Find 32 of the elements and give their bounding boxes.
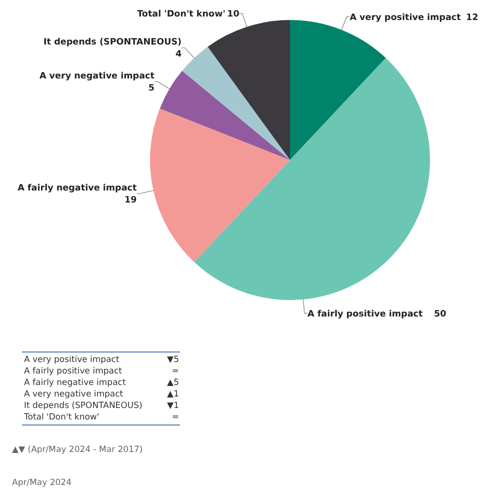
slice-label: A fairly positive impact bbox=[307, 309, 423, 320]
pie-slice bbox=[208, 20, 290, 160]
category-label: A very negative impact bbox=[24, 390, 124, 400]
text: ▲5 bbox=[167, 378, 179, 388]
pie-slice bbox=[182, 46, 290, 160]
data-label: 4 bbox=[175, 50, 182, 60]
pie-slice bbox=[194, 58, 430, 300]
data-label: 19 bbox=[124, 196, 137, 206]
text: ▼1 bbox=[167, 401, 179, 411]
pie-slice bbox=[150, 108, 290, 262]
slice-label: A very positive impact bbox=[350, 12, 461, 23]
data-label: 5 bbox=[148, 84, 154, 94]
pie-slice bbox=[160, 70, 290, 160]
category-label: It depends (SPONTANEOUS) bbox=[24, 401, 142, 411]
slice-label: A very negative impact bbox=[39, 72, 154, 82]
text: = bbox=[172, 366, 179, 376]
category-label: A very positive impact bbox=[24, 355, 120, 365]
pie-slice bbox=[290, 20, 386, 160]
category-label: Total 'Don't know' bbox=[24, 412, 100, 422]
data-label: 50 bbox=[434, 309, 446, 320]
category-label: A fairly negative impact bbox=[24, 378, 126, 388]
data-label: 10 bbox=[227, 10, 240, 20]
text: Apr/May 2024 bbox=[12, 478, 72, 488]
text: = bbox=[172, 412, 179, 422]
slice-label: A fairly negative impact bbox=[18, 184, 137, 194]
slice-label: Total 'Don't know' bbox=[137, 10, 226, 20]
slice-label: It depends (SPONTANEOUS) bbox=[44, 38, 182, 48]
category-label: A fairly positive impact bbox=[24, 366, 122, 376]
text: ▲1 bbox=[167, 390, 179, 400]
text: ▼5 bbox=[167, 355, 179, 365]
text: ▲▼ (Apr/May 2024 - Mar 2017) bbox=[12, 445, 143, 455]
data-label: 12 bbox=[466, 12, 478, 23]
